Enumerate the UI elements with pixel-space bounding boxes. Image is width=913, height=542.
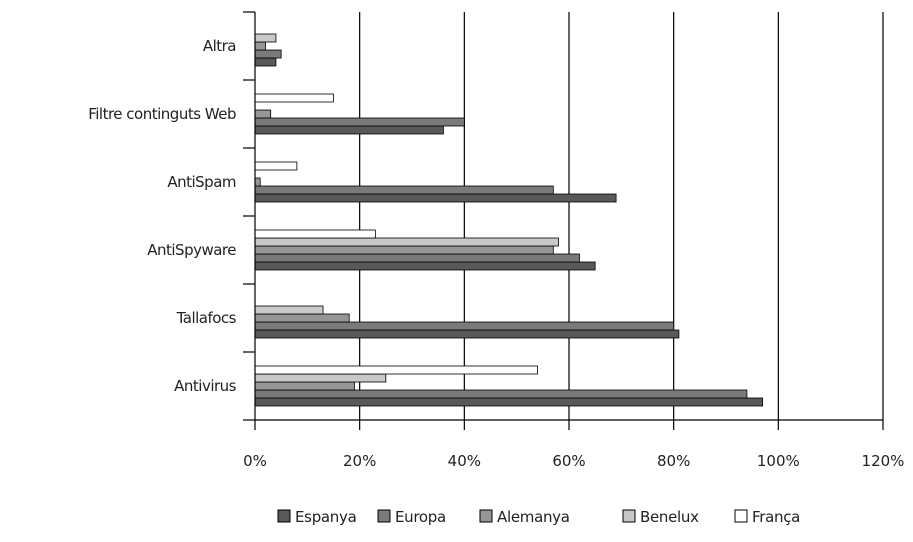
- bar-antispyware-espanya: [254, 261, 596, 271]
- x-tick-label: 0%: [243, 452, 267, 470]
- legend-label: Europa: [395, 508, 446, 526]
- x-tick-label: 60%: [552, 452, 585, 470]
- bar-antivirus-alemanya: [254, 381, 355, 391]
- legend-label: França: [752, 508, 800, 526]
- legend-label: Espanya: [295, 508, 356, 526]
- x-tick-label: 120%: [862, 452, 905, 470]
- legend: Espanya Europa Alemanya Benelux França: [277, 508, 800, 526]
- bar-antivirus-benelux: [254, 373, 387, 383]
- category-label: AntiSpam: [167, 173, 236, 191]
- x-tick-label: 20%: [343, 452, 376, 470]
- axes: [243, 11, 884, 430]
- category-label: Tallafocs: [176, 309, 237, 327]
- category-label: Antivirus: [174, 377, 237, 395]
- bar-filtre-continguts-web-fran-a: [254, 93, 334, 103]
- category-label: Altra: [203, 37, 236, 55]
- bar-tallafocs-europa: [254, 321, 675, 331]
- bar-filtre-continguts-web-europa: [254, 117, 465, 127]
- x-tick-label: 40%: [448, 452, 481, 470]
- x-tick-label: 80%: [657, 452, 690, 470]
- bar-antispyware-fran-a: [254, 229, 376, 239]
- bar-antispyware-europa: [254, 253, 580, 263]
- x-tick-labels: 0% 20% 40% 60% 80% 100% 120%: [243, 452, 904, 470]
- bar-altra-alemanya: [254, 41, 266, 51]
- legend-label: Benelux: [640, 508, 699, 526]
- bar-altra-benelux: [254, 33, 277, 43]
- bar-antispam-fran-a: [254, 161, 298, 171]
- gridlines: [359, 12, 884, 420]
- bar-antivirus-espanya: [254, 397, 764, 407]
- legend-swatch-benelux: [622, 509, 636, 523]
- bar-antispam-alemanya: [254, 177, 261, 187]
- bar-tallafocs-espanya: [254, 329, 680, 339]
- bar-filtre-continguts-web-alemanya: [254, 109, 272, 119]
- category-label: Filtre continguts Web: [88, 105, 236, 123]
- x-tick-label: 100%: [757, 452, 800, 470]
- legend-swatch-europa: [377, 509, 391, 523]
- legend-label: Alemanya: [497, 508, 570, 526]
- bars: [254, 33, 764, 407]
- bar-tallafocs-benelux: [254, 305, 324, 315]
- category-label: AntiSpyware: [147, 241, 236, 259]
- bar-antivirus-fran-a: [254, 365, 539, 375]
- bar-antivirus-europa: [254, 389, 748, 399]
- legend-swatch-alemanya: [479, 509, 493, 523]
- bar-antispam-europa: [254, 185, 554, 195]
- bar-altra-espanya: [254, 57, 277, 67]
- bar-filtre-continguts-web-espanya: [254, 125, 444, 135]
- bar-antispyware-benelux: [254, 237, 559, 247]
- bar-antispam-espanya: [254, 193, 617, 203]
- legend-swatch-fran-a: [734, 509, 748, 523]
- legend-swatch-espanya: [277, 509, 291, 523]
- category-labels: Altra Filtre continguts Web AntiSpam AntiSp…: [88, 37, 237, 395]
- bar-antispyware-alemanya: [254, 245, 554, 255]
- bar-altra-europa: [254, 49, 282, 59]
- bar-tallafocs-alemanya: [254, 313, 350, 323]
